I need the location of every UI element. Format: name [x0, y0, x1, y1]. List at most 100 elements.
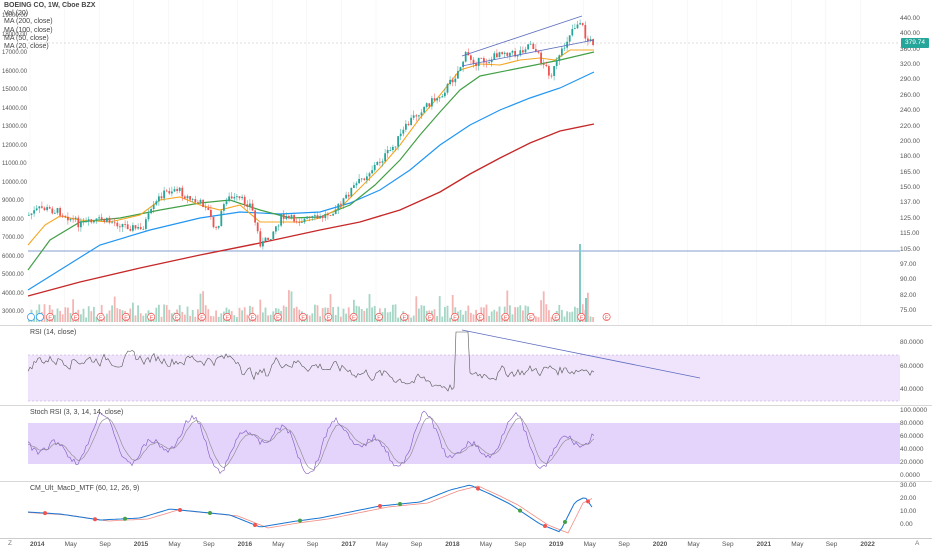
price-tick: 165.00: [900, 168, 920, 176]
svg-text:E: E: [479, 315, 483, 321]
volume-tick: 6000.00: [2, 253, 24, 260]
rsi-tick: 40.0000: [900, 386, 924, 393]
stoch-rsi-pane[interactable]: Stoch RSI (3, 3, 14, 14, close) 100.0000…: [0, 406, 932, 480]
rsi-pane[interactable]: RSI (14, close) 80.0000 60.0000 40.0000: [0, 326, 932, 404]
price-candles: [28, 19, 594, 250]
price-tick: 180.00: [900, 153, 920, 161]
volume-tick: 8000.00: [2, 216, 24, 223]
time-tick: 2018: [445, 541, 460, 548]
svg-text:E: E: [200, 315, 204, 321]
svg-text:E: E: [251, 315, 255, 321]
stoch-band: [28, 423, 900, 464]
volume-bars: [28, 244, 594, 322]
svg-text:E: E: [580, 315, 584, 321]
volume-tick: 3000.00: [2, 309, 24, 315]
price-tick: 400.00: [900, 30, 920, 38]
time-axis[interactable]: 2014 May Sep 2015 May Sep 2016 May Sep 2017 May Sep…: [0, 538, 932, 551]
time-tick: Sep: [99, 541, 111, 548]
volume-tick: 7000.00: [2, 235, 24, 241]
svg-text:E: E: [428, 315, 432, 321]
time-tick: 2016: [237, 541, 253, 548]
macd-pane[interactable]: CM_Ult_MacD_MTF (60, 12, 26, 9) 30.00 20.…: [0, 482, 932, 538]
stoch-k-line: [27, 410, 595, 475]
svg-text:E: E: [276, 315, 280, 321]
price-tick: 137.00: [900, 199, 920, 207]
legend-volume[interactable]: Vol (20): [4, 10, 29, 18]
volume-tick: 11000.00: [2, 161, 27, 167]
stoch-tick: 0.0000: [900, 472, 920, 479]
price-tick: 75.00: [900, 307, 917, 314]
svg-text:E: E: [352, 315, 356, 321]
time-tick: May: [583, 541, 596, 548]
auto-scale-button[interactable]: A: [915, 540, 920, 547]
volume-tick: 18000.00: [2, 31, 28, 38]
svg-text:E: E: [327, 315, 331, 321]
macd-label[interactable]: CM_Ult_MacD_MTF (60, 12, 26, 9): [30, 485, 140, 492]
lower-trend-line[interactable]: [461, 39, 595, 67]
rsi-chart[interactable]: [0, 326, 932, 404]
svg-text:E: E: [150, 315, 154, 321]
last-price-label: 379.74: [901, 38, 929, 48]
svg-text:E: E: [605, 315, 609, 321]
time-tick: Sep: [722, 541, 734, 548]
time-tick: Sep: [203, 541, 215, 548]
rsi-tick: 80.0000: [900, 339, 924, 346]
svg-text:E: E: [124, 315, 128, 321]
volume-tick: 5000.00: [2, 272, 24, 278]
pane-separator[interactable]: [0, 325, 932, 326]
macd-tick: 30.00: [900, 482, 917, 489]
svg-text:E: E: [403, 315, 407, 321]
price-tick: 105.00: [900, 245, 920, 253]
rsi-label[interactable]: RSI (14, close): [30, 329, 77, 336]
price-tick: 260.00: [900, 91, 920, 99]
pane-separator[interactable]: [0, 405, 932, 406]
time-tick: May: [687, 541, 700, 548]
chart-legend: BOEING CO, 1W, Cboe BZX Vol (20) MA (200…: [4, 2, 95, 51]
time-tick: 2020: [652, 541, 668, 548]
time-tick: May: [64, 541, 77, 548]
ma50-line: [27, 51, 595, 271]
macd-tick: 20.00: [900, 495, 917, 502]
volume-tick: 4000.00: [2, 290, 24, 297]
time-tick: 2022: [860, 541, 875, 548]
legend-ma200[interactable]: MA (200, close): [4, 18, 53, 26]
legend-ma50[interactable]: MA (50, close): [4, 34, 49, 42]
svg-text:E: E: [453, 315, 457, 321]
stoch-tick: 40.0000: [900, 446, 924, 453]
macd-line: [27, 484, 593, 533]
time-tick: Sep: [514, 541, 526, 548]
volume-tick: 17000.00: [2, 50, 28, 56]
price-tick: 220.00: [900, 122, 920, 130]
zoom-button[interactable]: Z: [8, 540, 12, 547]
svg-text:E: E: [175, 315, 179, 321]
upper-trend-line[interactable]: [461, 15, 583, 57]
time-tick: Sep: [618, 541, 630, 548]
legend-ma20[interactable]: MA (20, close): [4, 43, 49, 51]
stoch-rsi-chart[interactable]: [0, 406, 932, 480]
rsi-trend-line[interactable]: [461, 329, 701, 379]
rsi-tick: 60.0000: [900, 362, 924, 370]
volume-tick: 15000.00: [2, 87, 28, 93]
time-tick: May: [479, 541, 493, 548]
ma200-line: [27, 123, 595, 297]
time-tick: May: [168, 541, 181, 548]
price-tick: 200.00: [900, 137, 920, 145]
stoch-tick: 60.0000: [900, 433, 924, 440]
volume-tick: 14000.00: [2, 105, 28, 112]
price-tick: 240.00: [900, 107, 920, 115]
volume-tick: 12000.00: [2, 142, 28, 149]
price-pane[interactable]: E E E E E E E E E E E E E E E E E E E E E E E BOEING CO, 1W, C…: [0, 0, 932, 325]
time-tick: 2015: [133, 541, 149, 548]
symbol-title[interactable]: BOEING CO, 1W, Cboe BZX: [4, 2, 96, 9]
volume-tick: 19000.00: [2, 13, 28, 19]
pane-separator[interactable]: [0, 481, 932, 482]
price-tick: 150.00: [900, 184, 920, 192]
macd-chart[interactable]: [0, 482, 932, 538]
price-tick: 320.00: [900, 61, 920, 69]
svg-text:E: E: [99, 315, 103, 321]
legend-ma100[interactable]: MA (100, close): [4, 26, 53, 34]
stoch-rsi-label[interactable]: Stoch RSI (3, 3, 14, 14, close): [30, 409, 124, 416]
price-tick: 97.00: [900, 260, 917, 268]
